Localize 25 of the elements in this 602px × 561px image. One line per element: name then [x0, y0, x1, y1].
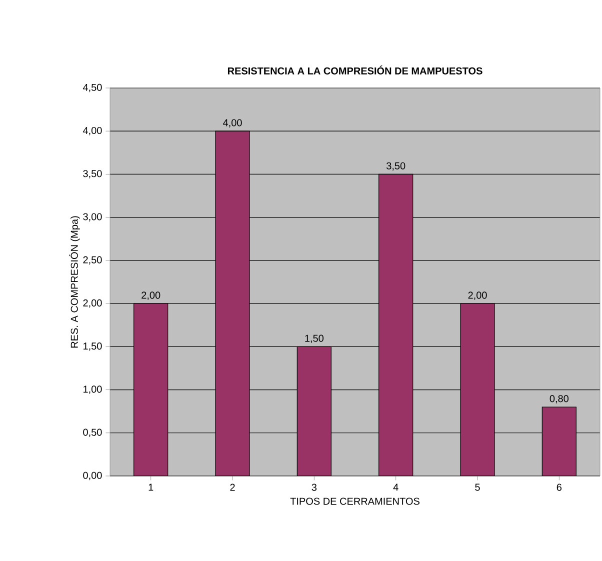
y-tick-label: 2,50	[83, 256, 102, 265]
y-tick-label: 1,00	[84, 386, 102, 394]
y-tick-label: 2,00	[83, 299, 102, 308]
y-tick-label: 0,00	[83, 472, 102, 480]
x-tick-label: 4	[393, 484, 398, 491]
data-label: 3,50	[386, 162, 406, 171]
y-axis-title: RES. A COMPRESIÓN (Mpa)	[69, 216, 80, 348]
x-axis-title: TIPOS DE CERRAMIENTOS	[290, 498, 420, 505]
x-tick-label: 1	[148, 484, 154, 491]
y-tick-label: 0,50	[83, 428, 102, 438]
y-tick-label: 4,00	[82, 126, 102, 136]
x-tick-label: 6	[556, 484, 562, 491]
x-tick-label: 3	[312, 484, 317, 491]
data-label: 0,80	[550, 395, 569, 404]
chart-title: RESISTENCIA A LA COMPRESIÓN DE MAMPUESTOS	[228, 66, 482, 74]
y-tick-label: 1,50	[84, 342, 102, 351]
x-tick-label: 2	[230, 484, 235, 491]
x-tick-label: 5	[475, 484, 480, 491]
y-tick-label: 3,50	[83, 170, 102, 178]
y-tick-label: 4,50	[82, 84, 102, 92]
data-label: 1,50	[305, 334, 324, 344]
data-label: 4,00	[223, 119, 242, 128]
y-tick-label: 3,00	[83, 213, 102, 222]
data-label: 2,00	[142, 292, 160, 300]
data-label: 2,00	[468, 292, 487, 300]
